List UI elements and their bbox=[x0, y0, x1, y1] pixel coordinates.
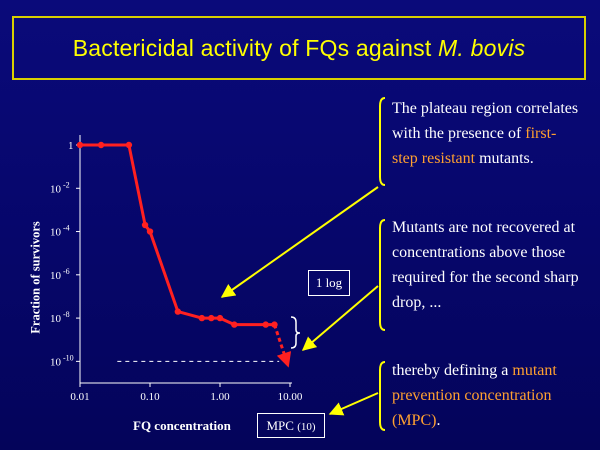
x-axis-label: FQ concentration bbox=[133, 418, 231, 433]
annotation-mpc: thereby defining a mutant prevention con… bbox=[392, 358, 572, 433]
callouts bbox=[220, 97, 386, 431]
brace-mpc bbox=[379, 361, 386, 431]
series bbox=[76, 141, 292, 368]
y-tick-label: 10 -2 bbox=[50, 180, 70, 195]
plateau-text: The plateau region correlates with the p… bbox=[392, 100, 579, 142]
one-log-bracket bbox=[290, 316, 301, 349]
x-tick-label: 0.01 bbox=[70, 391, 89, 403]
y-tick-label: 10 -4 bbox=[50, 224, 70, 239]
data-point bbox=[125, 141, 133, 149]
one-log-label: 1 log bbox=[308, 270, 350, 296]
mpc-text-end: . bbox=[436, 412, 441, 429]
title-box: Bactericidal activity of FQs against M. … bbox=[12, 16, 586, 80]
data-point bbox=[262, 321, 269, 328]
axes: 0.01 0.10 1.00 10.00 1 10 -2 10 -4 10 -6 10 -8 10… bbox=[50, 135, 303, 403]
y-tick-label: 1 bbox=[68, 140, 74, 152]
mpc-box-text: MPC bbox=[266, 418, 294, 433]
x-tick-label: 10.00 bbox=[278, 391, 303, 403]
plateau-highlight: first-step resistant bbox=[392, 125, 557, 167]
slide-title: Bactericidal activity of FQs against M. … bbox=[73, 35, 526, 62]
mpc-box: MPC (10) bbox=[257, 413, 325, 438]
data-point bbox=[97, 141, 105, 149]
mpc-box-value: (10) bbox=[297, 421, 316, 433]
y-tick-label: 10 -6 bbox=[50, 267, 70, 282]
plateau-text-end: mutants. bbox=[475, 150, 534, 167]
data-point bbox=[174, 308, 182, 315]
title-main: Bactericidal activity of FQs against bbox=[72, 34, 439, 61]
title-species: M. bovis bbox=[438, 34, 526, 61]
one-log-text: 1 log bbox=[315, 275, 343, 290]
data-point bbox=[198, 314, 206, 322]
x-tick-label: 0.10 bbox=[140, 391, 160, 403]
y-tick-label: 10 -8 bbox=[50, 310, 70, 325]
mpc-highlight: mutant prevention concentration (MPC) bbox=[392, 362, 557, 429]
data-point bbox=[146, 228, 154, 235]
annotation-mutants: Mutants are not recovered at concentrati… bbox=[392, 215, 592, 315]
arrow-to-plateau bbox=[220, 186, 379, 298]
y-tick-label: 10 -10 bbox=[50, 353, 74, 368]
extrapolated-drop bbox=[273, 324, 292, 368]
data-point bbox=[141, 221, 149, 229]
arrow-to-mpc bbox=[328, 392, 379, 416]
arrow-to-drop bbox=[301, 285, 379, 351]
annotation-plateau: The plateau region correlates with the p… bbox=[392, 96, 582, 171]
data-point bbox=[208, 314, 215, 322]
mpc-text: thereby defining a bbox=[392, 362, 513, 379]
data-point bbox=[76, 141, 84, 149]
brace-plateau bbox=[379, 97, 386, 186]
brace-mutants bbox=[379, 219, 386, 331]
mutants-text: Mutants are not recovered at concentrati… bbox=[392, 219, 579, 311]
series-line bbox=[80, 143, 275, 327]
data-point bbox=[231, 321, 238, 328]
data-point bbox=[216, 314, 224, 322]
y-axis-label: Fraction of survivors bbox=[28, 221, 43, 334]
x-tick-label: 1.00 bbox=[210, 391, 230, 403]
